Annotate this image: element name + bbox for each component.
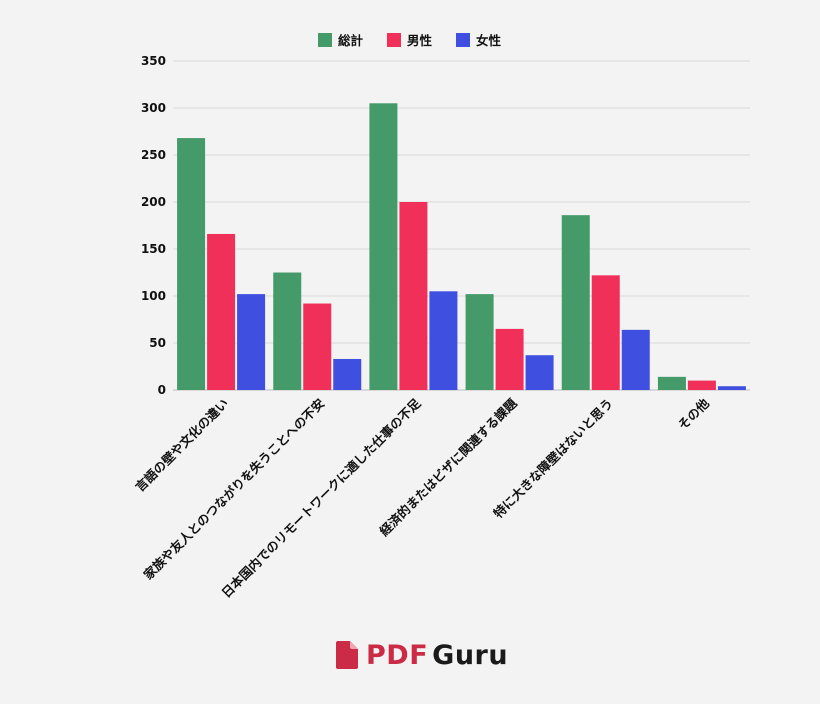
- legend-swatch-男性: [387, 33, 401, 47]
- bar-総計-2: [369, 103, 398, 391]
- bar-総計-4: [561, 215, 590, 390]
- bar-男性-0: [207, 233, 236, 390]
- y-tick-label-50: 50: [149, 336, 166, 350]
- x-category-label-0: 言語の壁や文化の違い: [132, 396, 231, 495]
- bar-男性-3: [495, 328, 524, 390]
- legend-label-女性: 女性: [476, 33, 502, 48]
- bar-男性-1: [303, 303, 332, 390]
- bar-男性-2: [399, 202, 428, 390]
- bar-総計-5: [657, 376, 686, 390]
- bar-総計-0: [177, 138, 206, 390]
- x-category-label-1: 家族や友人とのつながりを失うことへの不安: [141, 396, 328, 583]
- bar-女性-3: [525, 355, 554, 390]
- brand-pdf-text: PDF: [366, 639, 429, 671]
- brand-logo: PDF Guru: [336, 638, 508, 672]
- y-tick-label-100: 100: [141, 289, 166, 303]
- x-category-label-5: その他: [675, 395, 712, 432]
- y-tick-label-150: 150: [141, 242, 166, 256]
- bar-女性-5: [717, 386, 746, 390]
- bar-女性-1: [333, 358, 362, 390]
- y-tick-label-300: 300: [141, 101, 166, 115]
- y-tick-label-250: 250: [141, 148, 166, 162]
- legend-swatch-女性: [456, 33, 470, 47]
- bar-女性-0: [237, 294, 266, 390]
- bar-男性-5: [687, 380, 716, 390]
- legend-label-総計: 総計: [338, 33, 364, 48]
- bar-総計-1: [273, 272, 302, 390]
- bar-総計-3: [465, 294, 494, 390]
- y-tick-label-200: 200: [141, 195, 166, 209]
- y-tick-label-350: 350: [141, 54, 166, 68]
- x-category-label-2: 日本国内でのリモートワークに適した仕事の不足: [218, 395, 423, 600]
- legend-label-男性: 男性: [407, 33, 433, 48]
- bar-男性-4: [591, 275, 620, 390]
- y-tick-label-0: 0: [158, 383, 166, 397]
- bar-女性-4: [621, 329, 650, 390]
- legend-swatch-総計: [318, 33, 332, 47]
- bar-女性-2: [429, 291, 458, 390]
- brand-guru-text: Guru: [432, 639, 509, 671]
- document-icon: [336, 641, 358, 669]
